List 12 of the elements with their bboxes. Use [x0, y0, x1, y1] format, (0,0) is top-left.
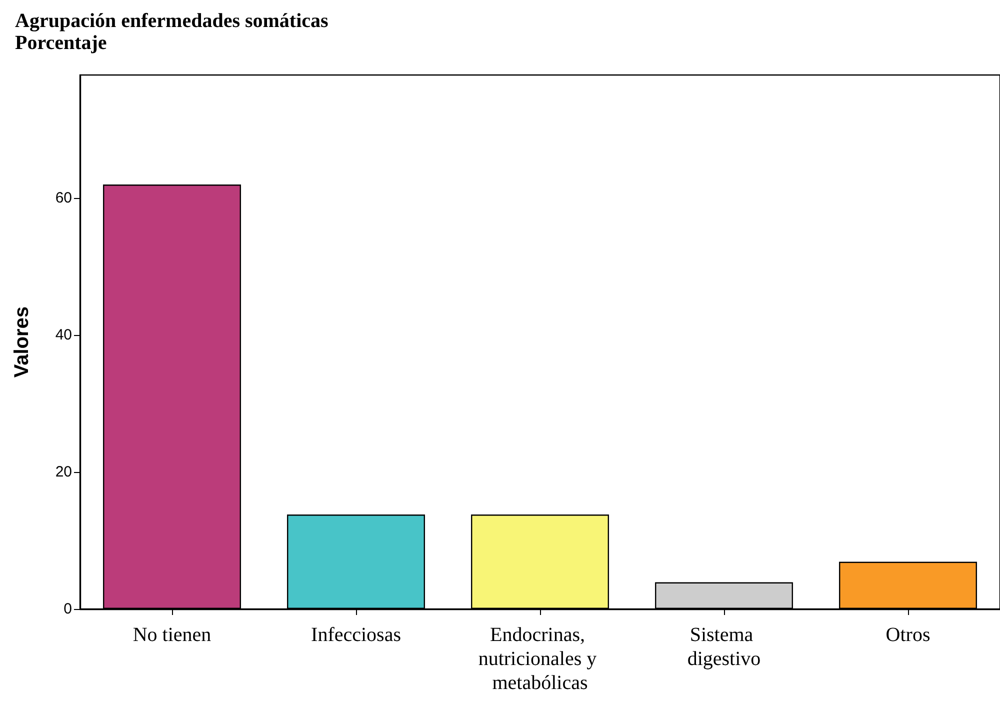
x-tick-label: No tienen [132, 624, 212, 646]
x-tick-label: Endocrinas, nutricionales y metabólicas [478, 624, 602, 694]
y-tick-label: 0 [64, 600, 72, 618]
y-tick-label: 20 [55, 464, 72, 481]
y-tick-label: 40 [55, 326, 72, 344]
x-tick-label: Infecciosas [311, 624, 402, 646]
y-axis-title: Valores [11, 306, 33, 378]
x-tick-label: Sistema digestivo [687, 624, 761, 670]
y-tick-label: 60 [55, 190, 72, 207]
chart-subtitle: Porcentaje [15, 32, 107, 54]
x-tick-label: Otros [886, 624, 930, 646]
chart-title: Agrupación enfermedades somáticas [15, 10, 329, 32]
